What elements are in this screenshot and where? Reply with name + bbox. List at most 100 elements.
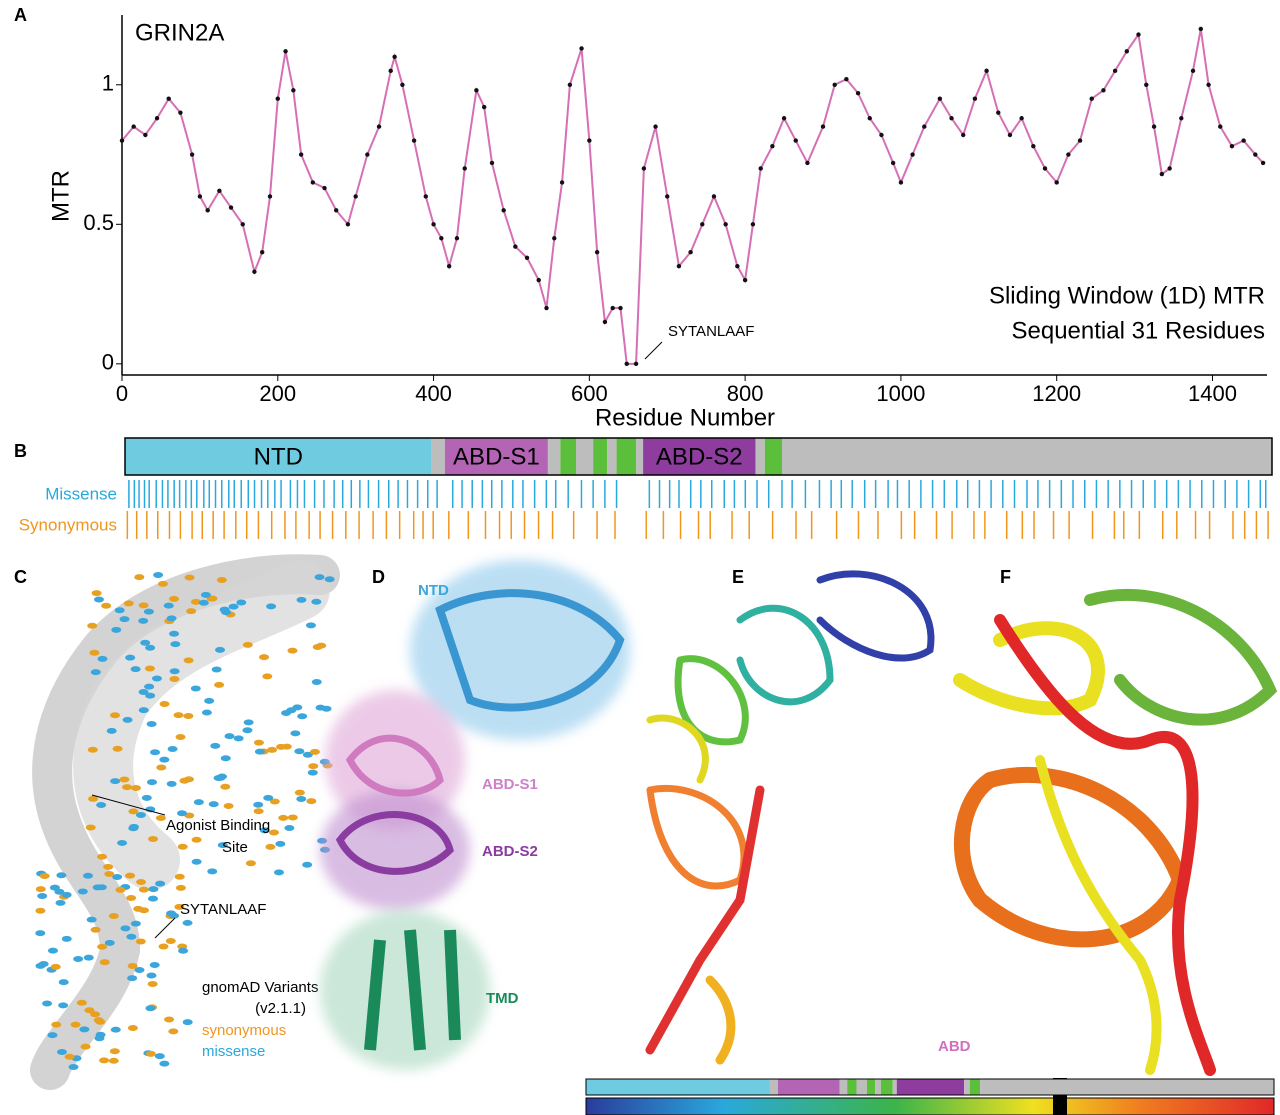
variant-stick [93, 596, 104, 603]
variant-stick [140, 639, 151, 646]
variant-stick [144, 683, 155, 690]
y-axis-label: MTR [47, 170, 74, 222]
mtr-point [805, 160, 810, 166]
annotation: Agonist Binding [166, 817, 270, 834]
mtr-point [1077, 138, 1083, 143]
variant-stick [294, 789, 305, 796]
mtr-point [1124, 49, 1129, 54]
variant-stick [155, 814, 166, 821]
mtr-point [633, 361, 639, 367]
legend-title: gnomAD Variants [202, 979, 318, 996]
variant-stick [115, 886, 126, 893]
mtr-point [552, 236, 557, 241]
variant-stick [138, 707, 149, 714]
mtr-point [154, 116, 160, 121]
variant-stick [114, 607, 125, 614]
variant-stick [109, 712, 120, 719]
mtr-point [240, 222, 245, 227]
mtr-point [1042, 166, 1048, 171]
variant-stick [267, 746, 278, 753]
variant-stick [130, 785, 141, 792]
mtr-point [567, 82, 573, 87]
variant-stick [148, 836, 159, 843]
variant-stick [58, 979, 69, 986]
variant-stick [136, 878, 147, 885]
x-tick-label: 1400 [1188, 381, 1237, 406]
variant-stick [127, 975, 138, 982]
mtr-point [392, 54, 397, 60]
variant-stick [253, 808, 264, 815]
variant-stick [108, 1057, 119, 1064]
mtr-point [1089, 96, 1094, 101]
variant-stick [47, 947, 58, 954]
variant-stick [73, 956, 84, 963]
mtr-point [1253, 152, 1258, 157]
domain [593, 438, 608, 475]
x-tick-label: 200 [259, 381, 296, 406]
variant-stick [155, 880, 166, 887]
mtr-point [1260, 160, 1266, 166]
variant-stick [87, 746, 98, 753]
mtr-point [462, 166, 467, 171]
mtr-point [742, 277, 748, 283]
variant-stick [198, 599, 209, 606]
mtr-point [602, 319, 608, 325]
domain-mini [964, 1079, 970, 1095]
variant-stick [93, 1017, 104, 1024]
annotation: SYTANLAAF [668, 323, 754, 340]
mtr-point [189, 152, 195, 157]
variant-stick [169, 668, 180, 675]
mtr-point [735, 263, 740, 269]
variant-stick [128, 808, 139, 815]
variant-stick [210, 742, 221, 749]
variant-stick [153, 572, 164, 579]
variant-stick [35, 886, 46, 893]
variant-stick [82, 872, 93, 879]
variant-stick [97, 853, 108, 860]
variant-stick [170, 641, 181, 648]
variant-stick [311, 598, 322, 605]
chart-title: GRIN2A [135, 19, 224, 46]
track-label: Missense [45, 484, 117, 503]
domain-mini [769, 1079, 778, 1095]
mtr-point [513, 244, 518, 249]
variant-stick [253, 739, 264, 746]
leader [91, 794, 166, 816]
variant-stick [90, 926, 101, 933]
variant-stick [79, 1026, 90, 1033]
mtr-point [867, 116, 872, 121]
mtr-point [579, 46, 584, 51]
mtr-point [922, 124, 927, 129]
mtr-point [481, 104, 487, 110]
y-tick-label: 0.5 [83, 210, 114, 235]
variant-stick [262, 673, 273, 680]
variant-stick [130, 920, 141, 927]
mtr-point [388, 68, 393, 74]
variant-stick [223, 803, 234, 810]
variant-stick [287, 814, 298, 821]
variant-stick [68, 1063, 79, 1070]
variant-stick [182, 919, 193, 926]
variant-stick [91, 590, 102, 597]
variant-stick [96, 802, 107, 809]
variant-stick [193, 799, 204, 806]
mtr-point [334, 208, 339, 213]
variant-stick [111, 626, 122, 633]
variant-stick [186, 608, 197, 615]
variant-stick [146, 972, 157, 979]
y-tick-label: 1 [102, 71, 114, 96]
variant-stick [201, 709, 212, 716]
mtr-point [610, 305, 615, 311]
variant-stick [101, 602, 112, 609]
variant-stick [259, 827, 270, 834]
variant-stick [182, 1019, 193, 1026]
variant-stick [144, 665, 155, 672]
structure-c [30, 554, 340, 1090]
variant-stick [166, 780, 177, 787]
leader [154, 917, 176, 939]
mtr-point [618, 305, 623, 311]
variant-stick [175, 884, 186, 891]
mtr-point [1112, 68, 1118, 74]
variant-stick [242, 727, 253, 734]
variant-stick [90, 1011, 101, 1018]
